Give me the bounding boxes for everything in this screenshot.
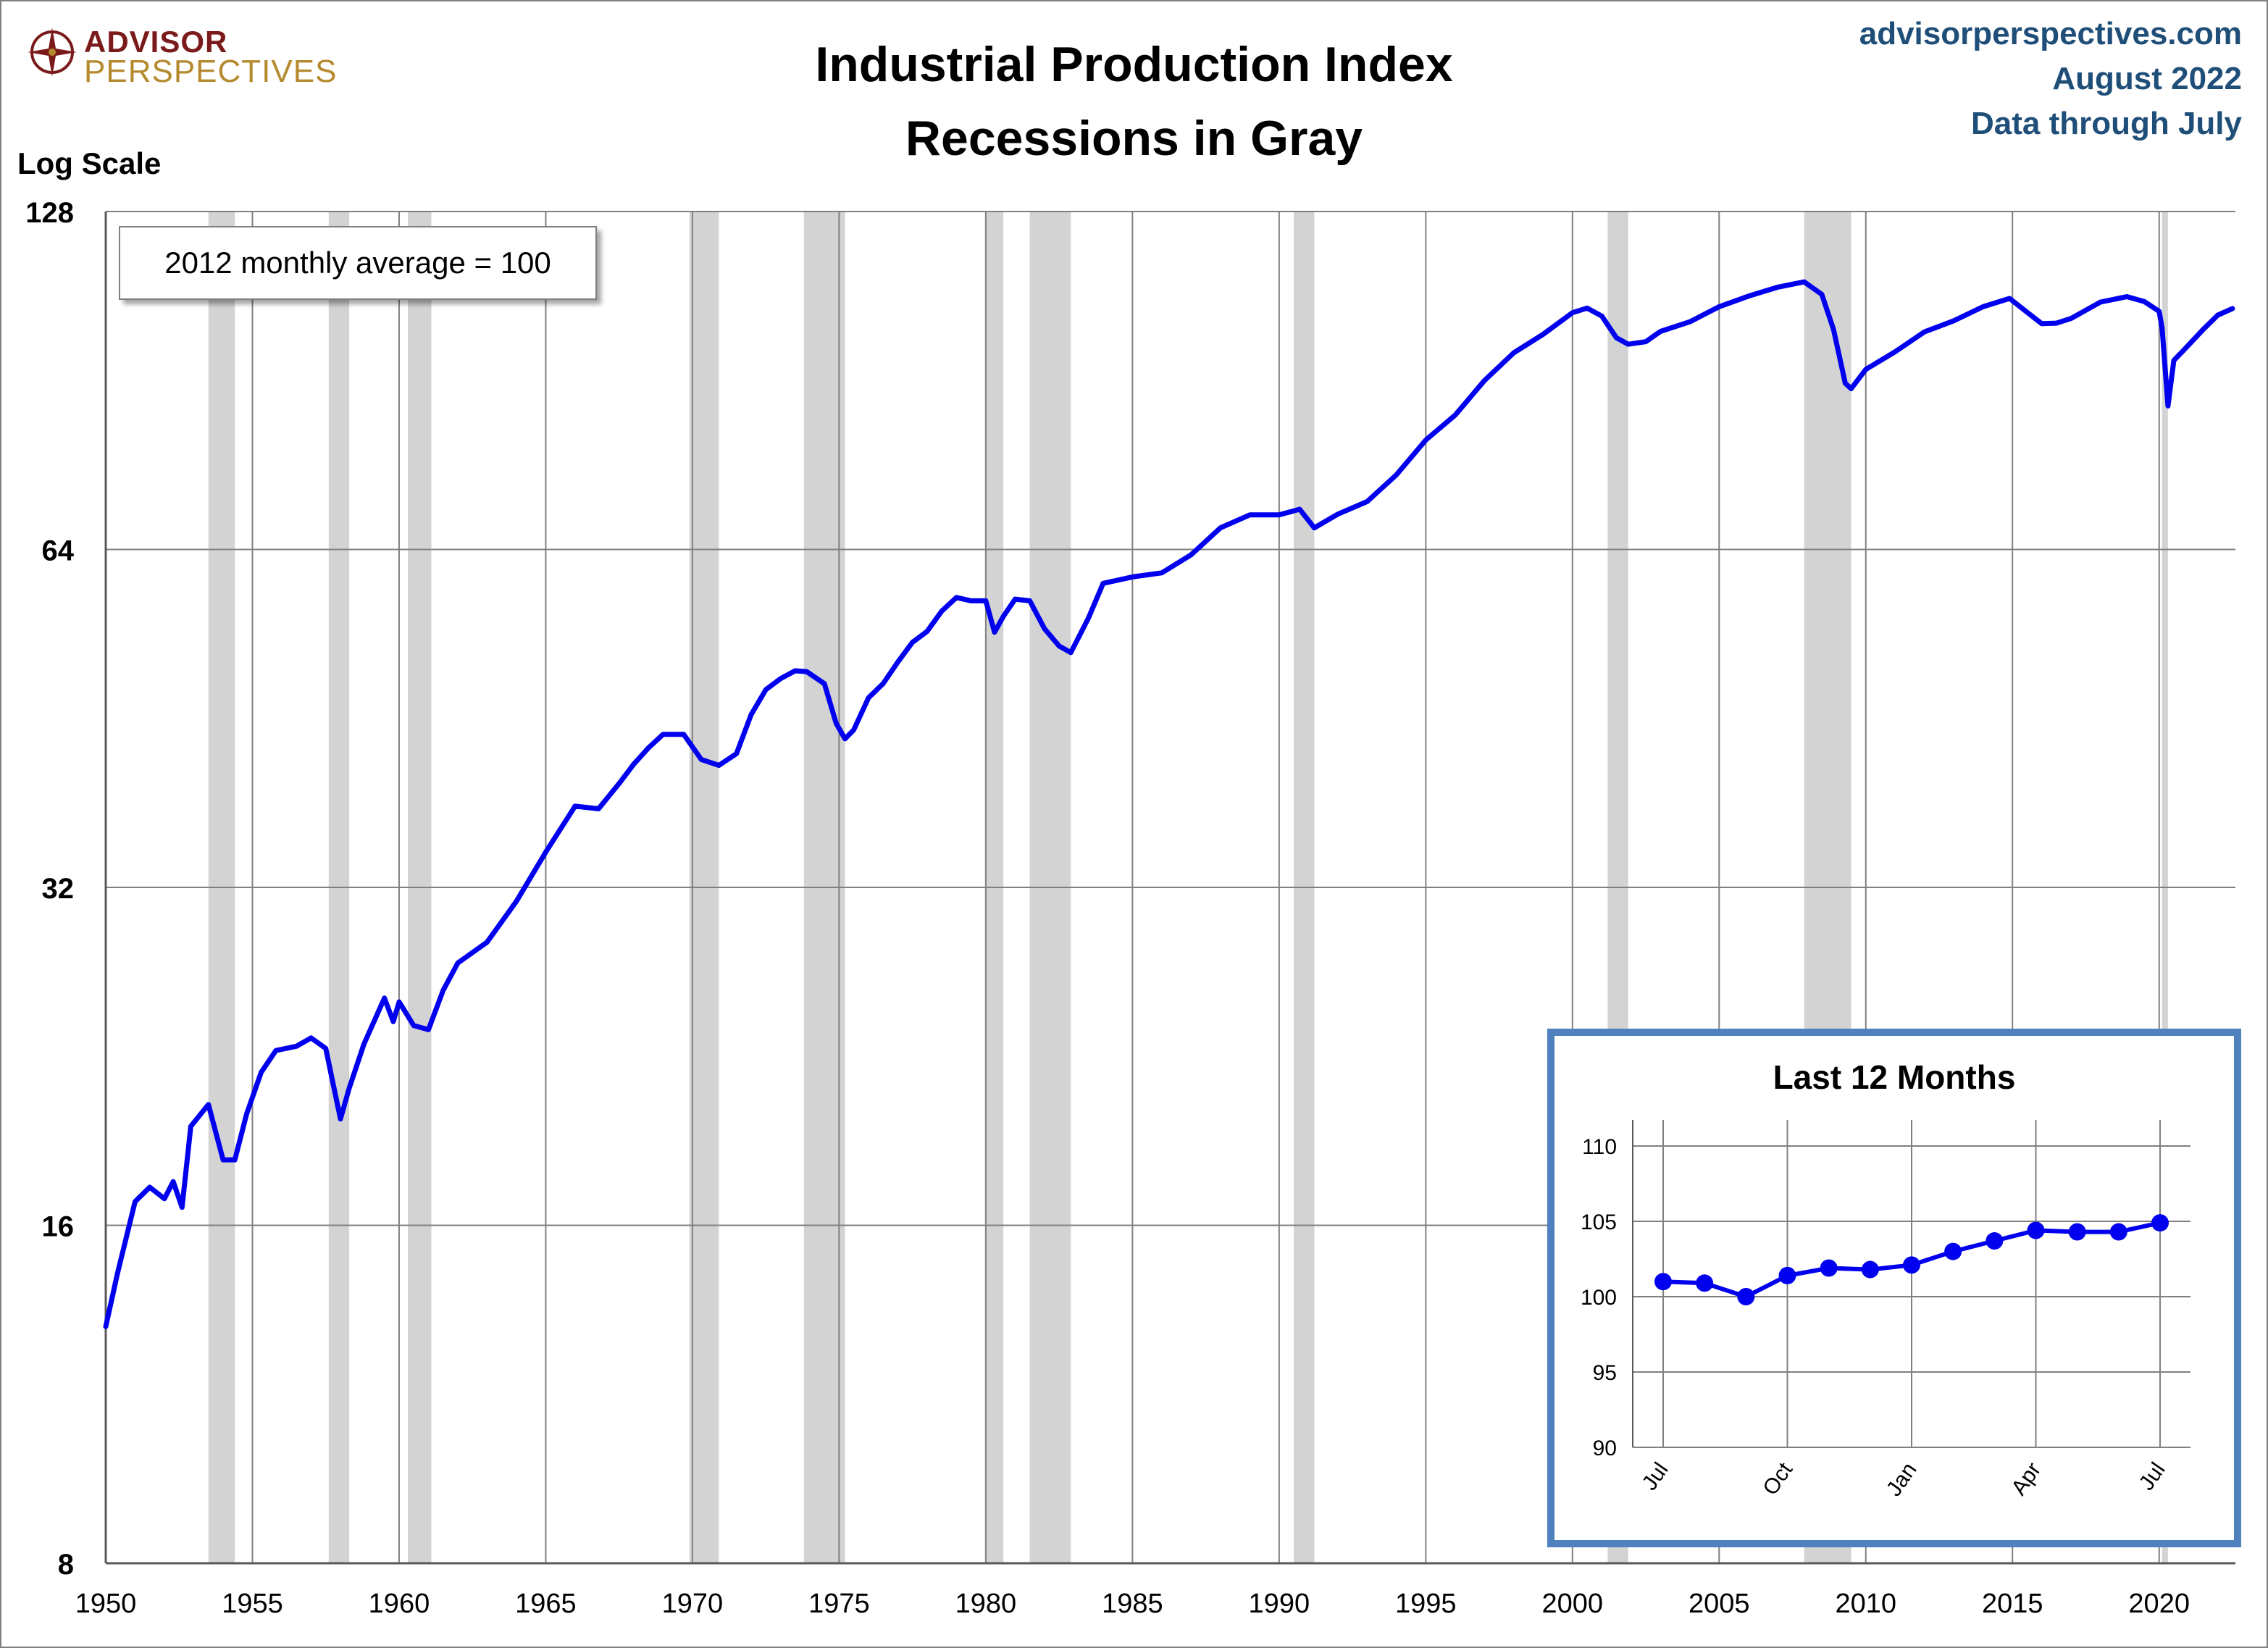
x-tick-label: 2020	[2128, 1589, 2190, 1619]
source-note: Data through July	[1970, 106, 2242, 141]
inset-chart: 90 95 100 105 110 Jul Oct Jan Apr Jul	[1581, 1120, 2190, 1501]
compass-rose-icon	[28, 28, 77, 77]
inset-y-tick-label: 90	[1593, 1436, 1617, 1460]
advisor-perspectives-logo: ADVISOR PERSPECTIVES	[26, 25, 336, 90]
inset-y-tick-label: 100	[1581, 1286, 1617, 1310]
inset-point-jun-11	[2109, 1223, 2127, 1241]
logo-word-advisor: ADVISOR	[84, 25, 228, 59]
source-site: advisorperspectives.com	[1859, 16, 2242, 51]
inset-x-tick-label: Jul	[2135, 1458, 2170, 1494]
inset-point-mar-8	[1985, 1232, 2004, 1250]
y-tick-label: 16	[42, 1211, 75, 1243]
inset-point-jan-6	[1903, 1256, 1920, 1274]
inset-x-tick-label: Apr	[2007, 1458, 2046, 1499]
inset-point-aug-1	[1696, 1274, 1714, 1292]
inset-point-sep-2	[1737, 1288, 1755, 1305]
x-tick-label: 2015	[1982, 1589, 2043, 1619]
series-line-industrial-production	[103, 279, 2235, 1329]
x-tick-label: 1975	[808, 1589, 870, 1619]
x-tick-label: 1950	[75, 1589, 137, 1619]
chart-title: Industrial Production Index	[815, 37, 1453, 92]
inset-x-tick-label: Oct	[1758, 1458, 1797, 1500]
y-tick-label: 128	[25, 197, 74, 229]
x-tick-label: 1970	[662, 1589, 724, 1619]
chart-subtitle: Recessions in Gray	[905, 111, 1363, 166]
x-tick-label: 1960	[369, 1589, 430, 1619]
inset-point-feb-7	[1944, 1242, 1962, 1260]
inset-point-jul-12	[2151, 1214, 2169, 1232]
inset-y-tick-label: 95	[1593, 1361, 1617, 1385]
inset-point-oct-3	[1778, 1266, 1796, 1284]
x-tick-label: 1980	[955, 1589, 1017, 1619]
inset-point-nov-4	[1820, 1259, 1838, 1277]
inset-point-may-10	[2068, 1223, 2086, 1241]
x-tick-label: 1985	[1102, 1589, 1163, 1619]
inset-title: Last 12 Months	[1773, 1058, 2016, 1096]
source-date: August 2022	[2052, 61, 2242, 96]
inset-x-tick-label: Jan	[1882, 1458, 1922, 1501]
logo-word-perspectives: PERSPECTIVES	[84, 54, 338, 89]
x-tick-label: 1995	[1395, 1589, 1457, 1619]
inset-panel: 90 95 100 105 110 Jul Oct Jan Apr Jul Last 12 Mon…	[1547, 1029, 2241, 1547]
inset-point-dec-5	[1861, 1260, 1879, 1279]
x-tick-label: 1990	[1249, 1589, 1310, 1619]
y-tick-label: 8	[58, 1549, 74, 1581]
inset-y-tick-label: 110	[1582, 1135, 1617, 1159]
x-tick-label: 2010	[1835, 1589, 1896, 1619]
base-year-note: 2012 monthly average = 100	[119, 226, 597, 300]
inset-point-jul-0	[1654, 1273, 1672, 1291]
inset-y-tick-label: 105	[1581, 1210, 1617, 1234]
y-tick-label: 32	[42, 873, 75, 905]
y-axis-scale-label: Log Scale	[17, 146, 162, 180]
x-tick-label: 2005	[1689, 1589, 1750, 1619]
x-tick-label: 1955	[222, 1589, 283, 1619]
inset-point-apr-9	[2027, 1221, 2045, 1239]
inset-x-tick-label: Jul	[1638, 1458, 1673, 1494]
x-tick-label: 2000	[1542, 1589, 1604, 1619]
y-tick-label: 64	[42, 535, 75, 567]
x-tick-label: 1965	[515, 1589, 577, 1619]
